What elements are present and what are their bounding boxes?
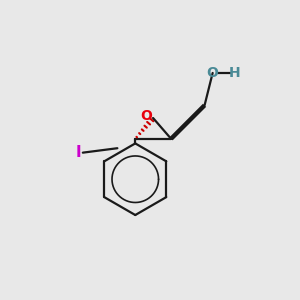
Text: O: O xyxy=(207,66,219,80)
Text: O: O xyxy=(141,109,152,123)
Text: I: I xyxy=(76,145,82,160)
Text: H: H xyxy=(229,66,240,80)
